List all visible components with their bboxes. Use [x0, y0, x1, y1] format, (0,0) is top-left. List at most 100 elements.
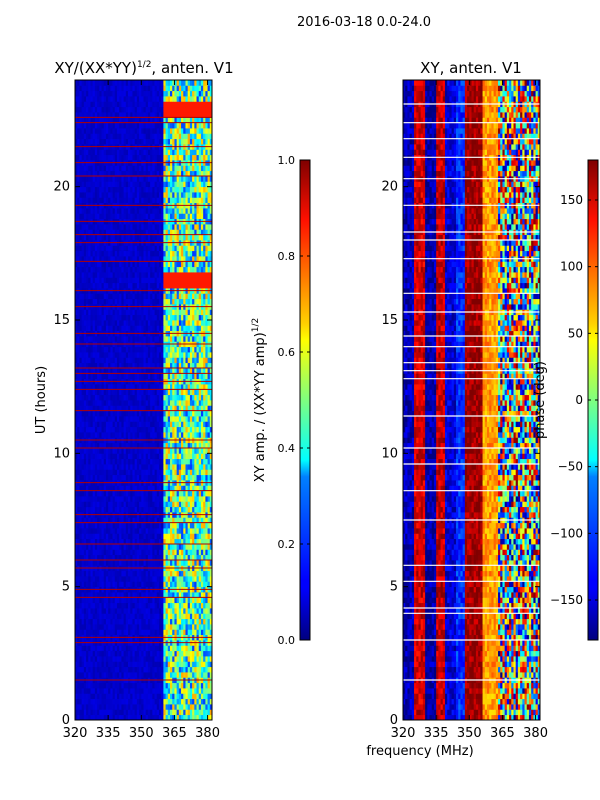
heatmap-cell	[209, 496, 213, 502]
heatmap-cell	[79, 661, 83, 668]
heatmap-cell	[136, 416, 140, 422]
heatmap-cell	[152, 538, 155, 545]
heatmap-cell	[81, 656, 85, 662]
heatmap-cell	[209, 394, 213, 401]
heatmap-cell	[94, 693, 98, 700]
heatmap-cell	[141, 453, 144, 460]
heatmap-cell	[110, 576, 113, 582]
heatmap-cell	[119, 416, 122, 422]
heatmap-cell	[128, 506, 131, 513]
heatmap-cell	[92, 442, 96, 449]
heatmap-cell	[79, 522, 83, 529]
heatmap-cell	[192, 464, 195, 470]
heatmap-cell	[200, 533, 204, 540]
heatmap-cell	[125, 544, 129, 550]
heatmap-cell	[203, 672, 206, 678]
heatmap-cell	[156, 581, 160, 588]
heatmap-cell	[79, 682, 83, 689]
heatmap-cell	[97, 576, 100, 582]
heatmap-cell	[134, 432, 138, 438]
heatmap-cell	[154, 517, 158, 524]
heatmap-cell	[97, 432, 100, 438]
heatmap-cell	[114, 704, 118, 710]
heatmap-cell	[187, 453, 191, 460]
heatmap-cell	[181, 581, 184, 588]
heatmap-cell	[116, 576, 120, 582]
heatmap-cell	[174, 709, 178, 716]
heatmap-cell	[156, 602, 160, 609]
heatmap-cell	[165, 357, 169, 364]
heatmap-cell	[130, 410, 133, 417]
heatmap-cell	[103, 682, 107, 689]
heatmap-cell	[114, 522, 118, 529]
heatmap-cell	[170, 560, 173, 566]
heatmap-cell	[205, 650, 208, 657]
heatmap-cell	[147, 410, 151, 417]
heatmap-cell	[174, 570, 178, 577]
heatmap-cell	[176, 474, 180, 481]
heatmap-cell	[81, 362, 85, 369]
heatmap-cell	[187, 544, 191, 550]
heatmap-cell	[203, 448, 206, 454]
heatmap-cell	[88, 469, 91, 476]
heatmap-cell	[79, 362, 83, 369]
heatmap-cell	[81, 432, 85, 438]
heatmap-cell	[192, 592, 195, 598]
heatmap-cell	[130, 560, 133, 566]
heatmap-cell	[170, 506, 173, 513]
heatmap-cell	[150, 570, 153, 577]
heatmap-cell	[203, 645, 206, 652]
heatmap-cell	[207, 309, 211, 316]
heatmap-cell	[196, 362, 200, 369]
heatmap-cell	[165, 394, 169, 401]
heatmap-cell	[170, 410, 173, 417]
heatmap-cell	[99, 608, 102, 614]
heatmap-cell	[187, 320, 191, 326]
heatmap-cell	[152, 592, 155, 598]
heatmap-cell	[83, 554, 87, 561]
heatmap-cell	[86, 448, 89, 454]
heatmap-cell	[83, 608, 87, 614]
heatmap-cell	[176, 517, 180, 524]
heatmap-cell	[172, 549, 175, 556]
heatmap-cell	[136, 698, 140, 705]
heatmap-cell	[203, 624, 206, 630]
heatmap-cell	[170, 570, 173, 577]
heatmap-cell	[183, 410, 186, 417]
heatmap-cell	[121, 458, 125, 465]
heatmap-cell	[203, 501, 206, 508]
heatmap-cell	[187, 346, 191, 353]
heatmap-cell	[105, 325, 109, 332]
heatmap-cell	[128, 453, 131, 460]
heatmap-cell	[121, 496, 125, 502]
heatmap-cell	[101, 469, 105, 476]
heatmap-cell	[94, 416, 98, 422]
heatmap-cell	[103, 336, 107, 342]
heatmap-cell	[145, 442, 149, 449]
heatmap-cell	[156, 400, 160, 406]
heatmap-cell	[147, 608, 151, 614]
heatmap-cell	[92, 373, 96, 380]
heatmap-cell	[75, 549, 78, 556]
heatmap-cell	[154, 522, 158, 529]
heatmap-cell	[105, 629, 109, 636]
heatmap-cell	[209, 528, 213, 534]
heatmap-cell	[130, 704, 133, 710]
heatmap-cell	[81, 666, 85, 673]
heatmap-cell	[101, 368, 105, 374]
heatmap-cell	[141, 426, 144, 433]
heatmap-cell	[178, 624, 182, 630]
heatmap-cell	[132, 448, 136, 454]
heatmap-cell	[196, 704, 200, 710]
heatmap-cell	[136, 624, 140, 630]
heatmap-cell	[189, 421, 193, 428]
heatmap-cell	[172, 544, 175, 550]
heatmap-cell	[121, 469, 125, 476]
heatmap-cell	[172, 533, 175, 540]
heatmap-cell	[139, 576, 142, 582]
heatmap-cell	[209, 613, 213, 620]
heatmap-cell	[145, 362, 149, 369]
heatmap-cell	[77, 293, 80, 300]
heatmap-cell	[185, 325, 189, 332]
heatmap-cell	[94, 357, 98, 364]
